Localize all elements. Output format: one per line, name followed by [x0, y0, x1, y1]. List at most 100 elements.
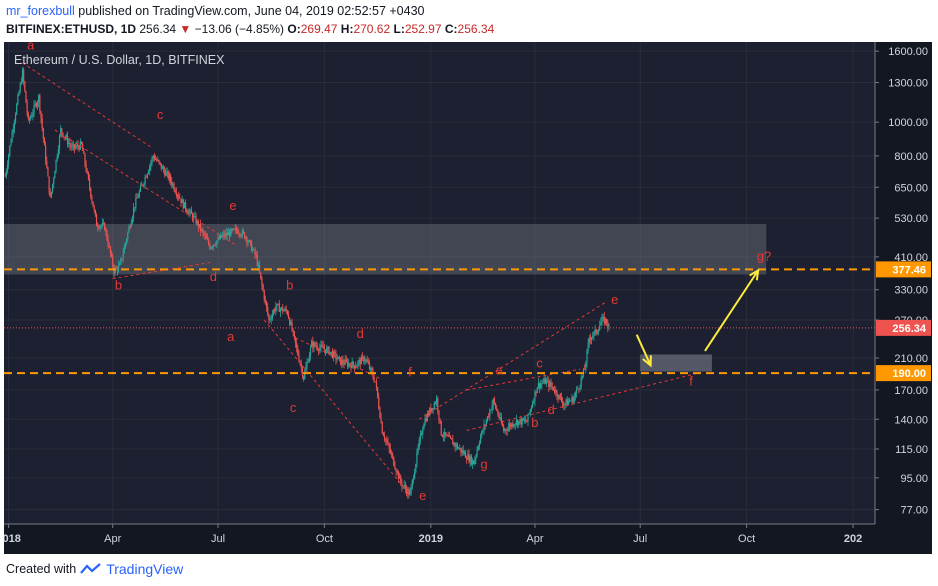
candle[interactable]: [178, 195, 180, 198]
candle[interactable]: [9, 145, 11, 155]
candle[interactable]: [373, 377, 375, 382]
candle[interactable]: [302, 376, 305, 380]
candle[interactable]: [367, 361, 369, 364]
candle[interactable]: [21, 69, 24, 83]
candle[interactable]: [389, 448, 391, 453]
candle[interactable]: [304, 371, 306, 380]
candle[interactable]: [20, 82, 22, 84]
candle[interactable]: [548, 380, 550, 388]
candle[interactable]: [459, 448, 461, 449]
candle[interactable]: [313, 342, 315, 348]
candle[interactable]: [586, 350, 588, 364]
candle[interactable]: [309, 347, 312, 356]
candle[interactable]: [147, 170, 150, 174]
candle[interactable]: [350, 365, 352, 369]
candle[interactable]: [119, 263, 121, 266]
candle[interactable]: [412, 478, 415, 480]
candle[interactable]: [394, 465, 396, 470]
candle[interactable]: [56, 156, 58, 160]
candle[interactable]: [530, 407, 533, 410]
candle[interactable]: [174, 190, 176, 193]
author-link[interactable]: mr_forexbull: [6, 4, 75, 18]
candle[interactable]: [16, 104, 18, 115]
candle[interactable]: [18, 91, 20, 96]
candle[interactable]: [135, 197, 137, 208]
candle[interactable]: [57, 149, 59, 157]
candle[interactable]: [448, 436, 450, 437]
candle[interactable]: [228, 232, 231, 237]
candle[interactable]: [500, 416, 502, 424]
candle[interactable]: [569, 400, 571, 402]
candle[interactable]: [505, 429, 507, 431]
candle[interactable]: [220, 235, 223, 238]
candle[interactable]: [556, 390, 558, 397]
candle[interactable]: [320, 344, 322, 348]
candle[interactable]: [410, 485, 412, 493]
candle[interactable]: [129, 227, 131, 228]
candle[interactable]: [34, 103, 36, 105]
candle[interactable]: [121, 258, 123, 260]
candle[interactable]: [536, 387, 538, 393]
candle[interactable]: [223, 233, 225, 236]
candle[interactable]: [527, 413, 529, 422]
candle[interactable]: [597, 330, 600, 332]
candle[interactable]: [588, 338, 590, 343]
candle[interactable]: [380, 417, 382, 423]
candle[interactable]: [161, 166, 164, 169]
candle[interactable]: [283, 310, 285, 312]
candle[interactable]: [522, 418, 524, 421]
candle[interactable]: [152, 156, 154, 158]
candle[interactable]: [414, 472, 416, 479]
candle[interactable]: [423, 424, 425, 430]
candle[interactable]: [12, 128, 14, 133]
trendline-wedge-upper[interactable]: [466, 368, 581, 391]
candle[interactable]: [208, 239, 210, 245]
candle[interactable]: [471, 460, 474, 465]
candle[interactable]: [194, 215, 196, 217]
candle[interactable]: [343, 363, 345, 365]
candle[interactable]: [182, 199, 184, 209]
candle[interactable]: [166, 171, 168, 173]
candle[interactable]: [154, 159, 157, 161]
candle[interactable]: [191, 213, 194, 220]
candle[interactable]: [233, 228, 235, 230]
candle[interactable]: [521, 418, 523, 425]
candle[interactable]: [136, 197, 138, 199]
candle[interactable]: [439, 419, 441, 421]
candle[interactable]: [409, 492, 411, 496]
candle[interactable]: [186, 209, 188, 212]
candle[interactable]: [293, 331, 295, 337]
candle[interactable]: [203, 232, 205, 236]
candle[interactable]: [146, 173, 149, 178]
candle[interactable]: [377, 387, 379, 398]
candle[interactable]: [215, 244, 217, 246]
candle[interactable]: [124, 242, 127, 247]
candle[interactable]: [449, 436, 452, 439]
candle[interactable]: [592, 335, 594, 338]
candle[interactable]: [255, 254, 257, 256]
candle[interactable]: [206, 238, 209, 240]
candle[interactable]: [575, 388, 578, 394]
candle[interactable]: [245, 237, 247, 239]
candle[interactable]: [281, 307, 283, 309]
price-tag-last-price[interactable]: [876, 319, 931, 336]
candle[interactable]: [405, 488, 408, 494]
candle[interactable]: [322, 346, 324, 349]
candle[interactable]: [541, 383, 543, 384]
candle[interactable]: [356, 365, 358, 367]
candle[interactable]: [240, 235, 242, 237]
candle[interactable]: [395, 469, 397, 473]
candle[interactable]: [279, 308, 282, 312]
candle[interactable]: [593, 331, 595, 336]
candle[interactable]: [284, 308, 286, 311]
candle[interactable]: [532, 402, 534, 408]
trendline-f-d-upper[interactable]: [418, 301, 607, 420]
candle[interactable]: [264, 299, 267, 302]
candle[interactable]: [107, 239, 109, 246]
candle[interactable]: [501, 423, 504, 427]
candle[interactable]: [557, 396, 559, 399]
candle[interactable]: [120, 258, 122, 264]
candle[interactable]: [227, 232, 230, 236]
candle[interactable]: [40, 111, 42, 119]
candle[interactable]: [456, 444, 459, 449]
